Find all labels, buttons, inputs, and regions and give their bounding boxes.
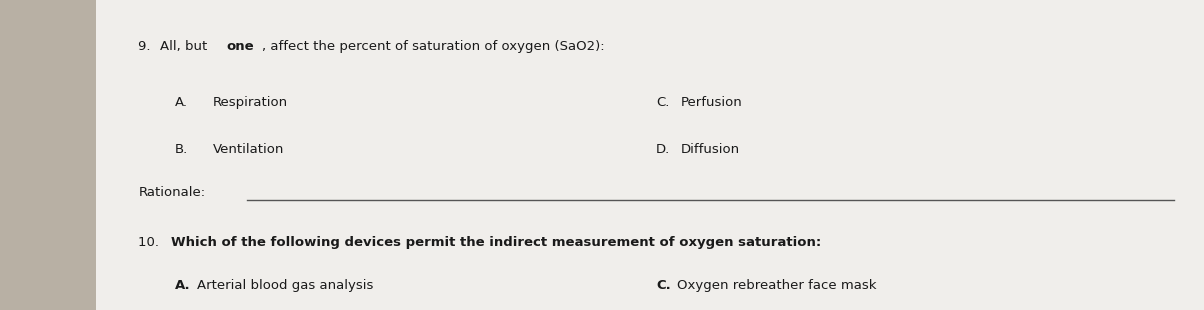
Text: one: one <box>226 40 254 53</box>
Text: A.: A. <box>175 96 188 109</box>
Text: All, but: All, but <box>160 40 212 53</box>
Text: Arterial blood gas analysis: Arterial blood gas analysis <box>196 279 373 292</box>
Text: 10.: 10. <box>138 236 164 249</box>
Text: Perfusion: Perfusion <box>680 96 742 109</box>
Text: C.: C. <box>656 96 669 109</box>
FancyBboxPatch shape <box>96 0 1204 310</box>
Text: D.: D. <box>656 143 671 156</box>
Text: C.: C. <box>656 279 671 292</box>
Text: Oxygen rebreather face mask: Oxygen rebreather face mask <box>678 279 877 292</box>
Text: , affect the percent of saturation of oxygen (SaO2):: , affect the percent of saturation of ox… <box>262 40 604 53</box>
Text: Respiration: Respiration <box>213 96 288 109</box>
Text: Rationale:: Rationale: <box>138 186 206 199</box>
Text: Diffusion: Diffusion <box>680 143 739 156</box>
Text: Which of the following devices permit the indirect measurement of oxygen saturat: Which of the following devices permit th… <box>171 236 821 249</box>
Text: B.: B. <box>175 143 188 156</box>
Text: 9.: 9. <box>138 40 155 53</box>
Text: A.: A. <box>175 279 190 292</box>
Text: Ventilation: Ventilation <box>213 143 284 156</box>
